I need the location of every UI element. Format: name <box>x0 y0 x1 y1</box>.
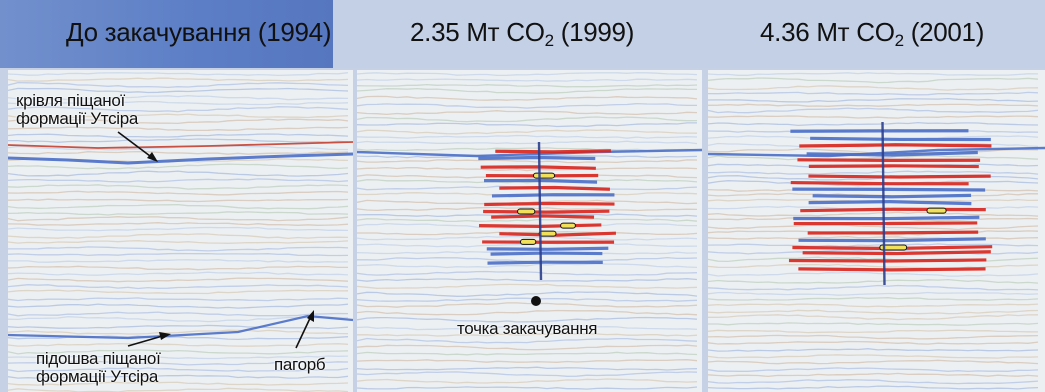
panel-title-2001-year: (2001) <box>903 17 985 47</box>
label-base-formation-2: формації Утсіра <box>36 367 159 386</box>
panel-title-1994: До закачування (1994) <box>66 17 332 47</box>
label-top-formation-1: крівля піщаної <box>16 91 125 110</box>
label-injection-point: точка закачування <box>457 319 598 338</box>
arrow-overlay-1994 <box>117 131 314 349</box>
panel-title-2001: 4.36 Мт CO2 (2001) <box>760 14 984 50</box>
seismic-section-2001 <box>708 72 1045 390</box>
label-mound: пагорб <box>274 355 326 374</box>
label-base-formation-1: підошва піщаної <box>36 349 161 368</box>
seismic-panel-2001 <box>708 70 1045 392</box>
panel-title-2001-subscript: 2 <box>894 31 904 50</box>
seismic-panel-1999: точка закачування <box>357 70 702 392</box>
arrowhead-top-formation <box>147 152 158 162</box>
arrow-mound <box>295 313 313 349</box>
label-top-formation-2: формації Утсіра <box>16 109 139 128</box>
header-accent <box>0 0 333 68</box>
arrow-top-formation <box>117 131 155 160</box>
panel-title-1999-year: (1999) <box>553 17 635 47</box>
panel-title-1999: 2.35 Мт CO2 (1999) <box>410 14 634 50</box>
arrowhead-base-formation <box>159 332 171 340</box>
panel-title-1999-subscript: 2 <box>544 31 554 50</box>
marker-overlay-1999 <box>531 296 541 306</box>
seismic-section-1994 <box>8 72 353 392</box>
arrow-base-formation <box>127 334 167 347</box>
arrowhead-mound <box>307 310 314 322</box>
panel-title-2001-main: 4.36 Мт CO <box>760 17 895 47</box>
panel-title-1999-main: 2.35 Мт CO <box>410 17 545 47</box>
seismic-panel-1994: крівля піщаної формації Утсіра підошва п… <box>8 70 353 392</box>
injection-point-marker <box>531 296 541 306</box>
seismic-section-1999 <box>357 72 702 390</box>
